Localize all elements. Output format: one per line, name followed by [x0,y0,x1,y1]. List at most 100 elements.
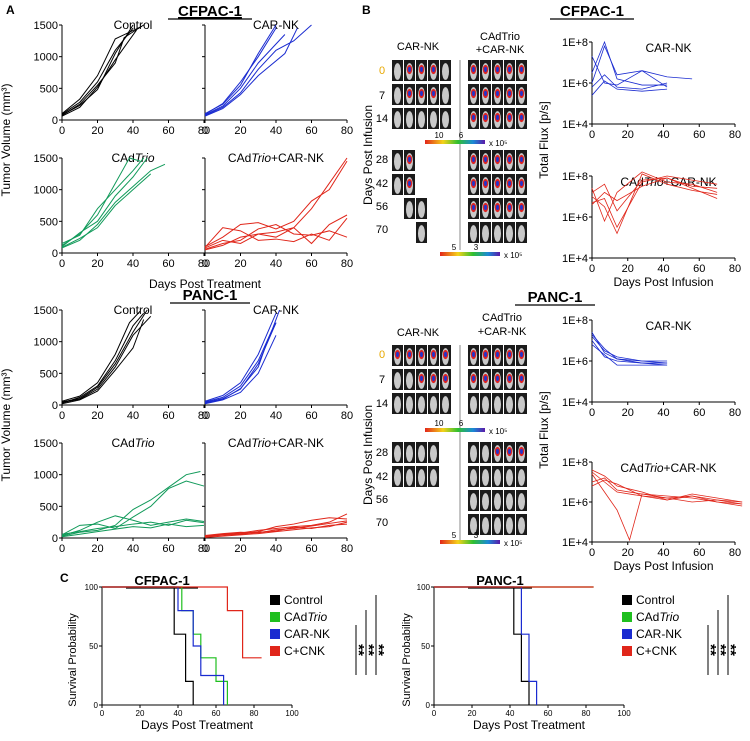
panel-b-panc-title: PANC-1 [528,289,583,306]
sig-panc-stars-1: ** [712,644,729,656]
b-cfpac-combo-r0c4-signal-core [520,66,523,72]
b-panc-carnk-late-r1c0-body [393,469,402,486]
flux-cfpac-carnk-xtick-label: 40 [657,129,669,141]
vol-plot-3-series-3 [204,214,348,251]
vol-plot-0-ytick-label: 0 [52,115,58,127]
vol-plot-4-ytick-label: 0 [52,400,58,412]
b-panc-combo-late-r1c2-body [493,469,502,486]
b-cfpac-scale-top-lo: 10 [435,131,444,140]
vol-plot-6-xtick-label: 20 [91,543,103,555]
b-panc-carnk-r1c4-signal-core [444,375,447,381]
vol-plot-1-series-2 [204,27,298,117]
b-cfpac-day-28: 28 [376,154,388,166]
vol-plot-2-ytick-label: 500 [40,216,58,228]
sig-cfpac-stars-2: ** [370,644,387,656]
vol-plot-6-series-0 [61,471,201,537]
legend-cfpac-swatch-0 [270,595,280,605]
surv-cfpac-xtick-label: 100 [285,709,299,718]
b-cfpac-combo-late-r1c1-signal-core [484,180,487,186]
b-panc-combo-r0c3-signal-core [508,351,511,357]
vol-plot-2-series-0 [61,157,141,246]
b-panc-combo-r1c1-signal-core [484,375,487,381]
surv-cfpac-xtick-label: 40 [174,709,183,718]
b-panc-combo-r0c1-signal-core [484,351,487,357]
b-cfpac-scale-top-colorbar [425,140,485,144]
b-panc-scale-bottom-hi: 3 [474,531,479,540]
b-panc-carnk-r0c2-signal-core [420,351,423,357]
b-cfpac-day-70: 70 [376,224,388,236]
vol-plot-5-xtick-label: 40 [270,410,282,422]
b-cfpac-carnk-late-r2c1-body [417,201,426,218]
b-cfpac-combo-r1c2-signal-core [496,90,499,96]
b-panc-day-56: 56 [376,494,388,506]
vol-plot-2-xtick-label: 40 [127,258,139,270]
b-panc-combo-r1c3-signal-core [508,375,511,381]
vol-plot-0-series-0 [61,24,134,116]
b-panc-combo-late-r2c3-body [505,493,514,510]
surv-cfpac-curve-ccnk [102,586,262,659]
b-panc-combo-late-r2c1-body [481,493,490,510]
vol-plot-6-xtick-label: 80 [198,543,210,555]
b-panc-combo-r2c1-body [481,396,490,413]
surv-panc-ytick-label: 100 [417,583,431,592]
b-cfpac-carnk-r2c2-body [417,111,426,128]
vol-plot-6-ytick-label: 1500 [34,438,58,450]
vol-plot-0-series-1 [61,29,137,117]
flux-panc-combo-xtick-label: 80 [729,547,741,559]
legend-panc-label-0: Control [636,593,675,607]
vol-plot-1-xtick-label: 20 [234,125,246,137]
vol-plot-6-series-1 [61,480,205,536]
flux-panc-carnk-series-3 [591,334,668,362]
vol-plot-1-series-4 [204,27,277,115]
b-cfpac-combo-r1c4-signal-core [520,90,523,96]
flux-cfpac-combo-series-2 [591,175,718,229]
b-panc-carnk-r1c1-body [405,372,414,389]
surv-panc-xtick-label: 0 [432,709,437,718]
vol-plot-0-series-3 [61,27,134,115]
flux-panc-carnk-series-4 [591,344,668,366]
surv-panc-xtick-label: 100 [617,709,631,718]
vol-plot-4-series-0 [61,309,148,403]
b-cfpac-combo-late-r1c3-signal-core [508,180,511,186]
vol-plot-7-series-3 [204,523,348,537]
b-panc-combo-r0c4-signal-core [520,351,523,357]
vol-plot-2-title: CAdTrio [111,151,154,165]
b-cfpac-carnk-r0c1-signal-core [408,66,411,72]
b-panc-carnk-r1c3-signal-core [432,375,435,381]
vol-plot-3-xtick-label: 60 [305,258,317,270]
vol-plot-6-ytick-label: 0 [52,533,58,545]
vol-plot-7-series-0 [204,513,348,537]
b-panc-scale-top-lo: 10 [435,419,444,428]
flux-panc-carnk-xtick-label: 60 [693,407,705,419]
flux-cfpac-combo-series-0 [591,173,718,235]
vol-plot-5-title: CAR-NK [253,303,299,317]
b-cfpac-carnk-late-r0c0-body [393,153,402,170]
vol-plot-0-xtick-label: 60 [162,125,174,137]
flux-panc-carnk-xtick-label: 80 [729,407,741,419]
legend-panc-swatch-3 [622,646,632,656]
sig-cfpac-stars-0: ** [350,644,367,656]
b-panc-combo-late-r1c4-body [517,469,526,486]
vol-plot-6-ytick-label: 500 [40,501,58,513]
b-panc-day-0: 0 [379,349,385,361]
b-panc-scale-top-unit: x 10⁵ [489,427,507,436]
flux-panc-combo-ytick-label: 1E+8 [562,457,588,469]
b-panc-combo-r0c2-signal-core [496,351,499,357]
b-cfpac-combo-r1c0-signal-core [472,90,475,96]
legend-cfpac-label-0: Control [284,593,323,607]
vol-plot-6-series-3 [61,519,205,535]
vol-plot-4-series-1 [61,312,145,404]
b-cfpac-carnk-late-r2c0-body [405,201,414,218]
flux-cfpac-carnk-series-4 [591,80,668,96]
b-cfpac-combo-late-r1c2-signal-core [496,180,499,186]
flux-panc-combo-series-4 [591,477,743,503]
vol-plot-3-series-1 [204,160,348,248]
b-panc-day-28: 28 [376,447,388,459]
b-panc-day-42: 42 [376,471,388,483]
b-cfpac-carnk-r2c3-body [429,111,438,128]
b-cfpac-combo-r1c3-signal-core [508,90,511,96]
b-cfpac-day-56: 56 [376,201,388,213]
b-col-car-nk-top: CAR-NK [397,41,440,53]
b-days-label-bottom: Days Post Infusion [361,405,375,505]
surv-cfpac-xlabel: Days Post Treatment [141,718,254,732]
